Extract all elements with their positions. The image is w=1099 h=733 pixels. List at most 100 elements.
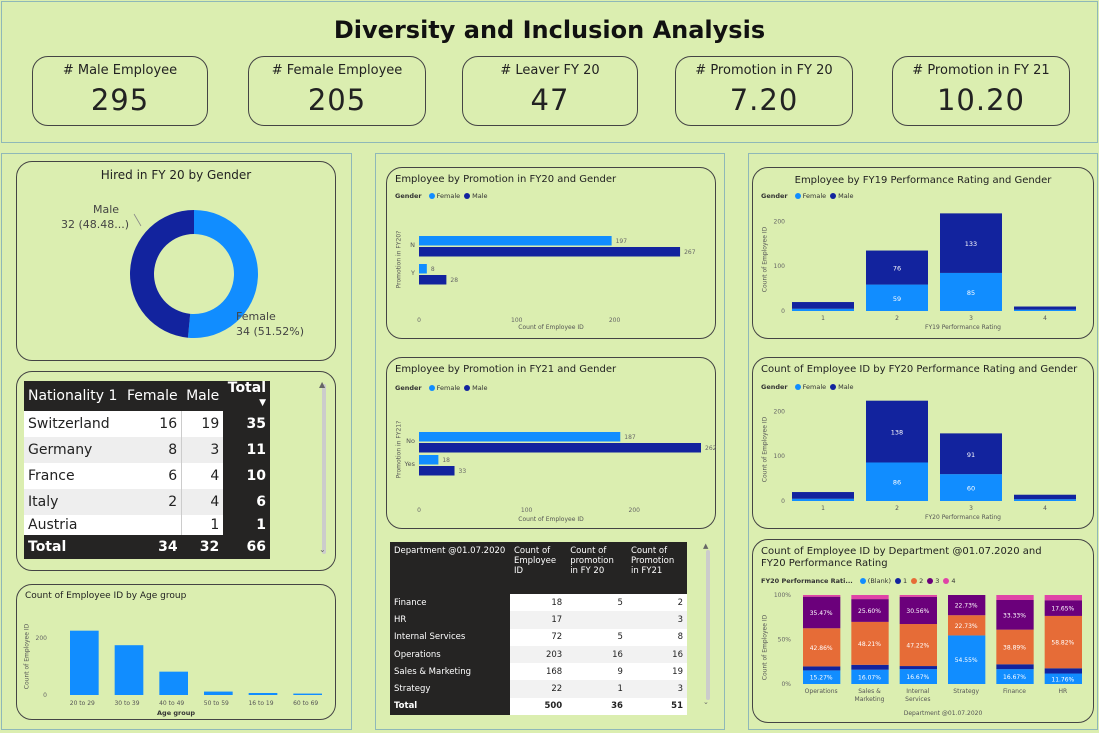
data-label: 86 <box>893 479 901 487</box>
nationality-card: Nationality 1 Female Male Total ▼ Switzer… <box>16 371 336 571</box>
hired-by-gender-card[interactable]: Hired in FY 20 by Gender Male 32 (48.48.… <box>16 161 336 361</box>
scroll-up-icon[interactable]: ▲ <box>703 542 709 550</box>
bar-segment-rating-2 <box>1044 615 1082 669</box>
table-row[interactable]: Italy 2 4 6 <box>24 489 270 515</box>
data-label: 33.33% <box>1003 612 1026 619</box>
bar-segment-rating-3 <box>803 596 841 629</box>
x-tick-label: 0 <box>417 317 421 324</box>
table-row[interactable]: Operations 203 16 16 <box>390 645 687 664</box>
y-tick-label: 0 <box>781 498 785 505</box>
table-row[interactable]: Germany 8 3 11 <box>24 437 270 463</box>
bar-segment-rating-blank <box>948 635 986 684</box>
scroll-down-icon[interactable]: ⌄ <box>703 698 709 706</box>
bar-male <box>419 443 701 453</box>
promo-fy21-bar-chart: No 187 262 Yes 18 33 0 100 200 <box>404 432 717 514</box>
col-header-female[interactable]: Female <box>127 388 178 404</box>
x-tick-label: 200 <box>629 507 641 514</box>
table-row[interactable]: Finance 18 5 2 <box>390 594 687 612</box>
data-label: 76 <box>893 265 901 273</box>
right-column-panel <box>748 153 1098 730</box>
bar-segment-rating-1 <box>1044 668 1082 674</box>
y-tick-label: 200 <box>36 635 48 642</box>
x-axis-title: FY20 Performance Rating <box>925 514 1001 521</box>
legend-male-label: Male <box>472 192 488 200</box>
y-tick-label: N <box>410 241 415 249</box>
bar-segment-rating-2 <box>803 628 841 667</box>
data-label: 16.67% <box>906 674 929 681</box>
col-header-male[interactable]: Male <box>186 388 220 404</box>
kpi-leaver-fy20[interactable]: # Leaver FY 20 47 <box>462 56 638 126</box>
kpi-promotion-fy21[interactable]: # Promotion in FY 21 10.20 <box>892 56 1070 126</box>
fy20-stacked-bar-chart: 0 100 200 1 86 138 2 60 91 3 4 <box>774 400 1076 512</box>
department-table[interactable]: Department @01.07.2020 Count of Employee… <box>390 542 687 716</box>
legend-male-icon <box>464 193 471 199</box>
col-header-promo-fy21[interactable]: Count of Promotion in FY21 <box>630 546 675 576</box>
legend: FY20 Performance Rati... (Blank) 1 2 3 4 <box>761 577 956 585</box>
age-bar <box>248 693 278 695</box>
bar-segment-rating-blank <box>803 670 841 684</box>
total-total: 66 <box>246 539 266 555</box>
legend-male-label: Male <box>838 192 854 200</box>
table-row[interactable]: Internal Services 72 5 8 <box>390 628 687 646</box>
legend: Gender Female Male <box>395 384 488 392</box>
scroll-up-icon[interactable]: ▲ <box>319 380 326 389</box>
scroll-down-icon[interactable]: ⌄ <box>319 545 326 554</box>
col-header-count[interactable]: Count of Employee ID <box>514 546 557 576</box>
total-count: 10 <box>223 463 270 489</box>
fy19-rating-card[interactable]: Employee by FY19 Performance Rating and … <box>752 167 1094 339</box>
vertical-scrollbar[interactable] <box>322 384 326 554</box>
kpi-value: 10.20 <box>936 83 1026 117</box>
employee-count: 17 <box>510 611 567 629</box>
kpi-label: # Leaver FY 20 <box>500 63 600 78</box>
bar-segment-male <box>792 302 854 309</box>
promo-fy20-count: 16 <box>566 645 627 664</box>
bar-segment-rating-2 <box>851 621 889 665</box>
bar-female <box>419 264 427 274</box>
bar-segment-rating-blank <box>1044 673 1082 684</box>
col-header-nationality[interactable]: Nationality 1 <box>28 388 118 404</box>
data-label: 18 <box>442 457 450 464</box>
table-row[interactable]: Sales & Marketing 168 9 19 <box>390 663 687 681</box>
kpi-male-employee[interactable]: # Male Employee 295 <box>32 56 208 126</box>
department-name: Internal Services <box>390 628 510 646</box>
department-name: Finance <box>390 594 510 612</box>
x-tick-label: 4 <box>1043 505 1047 512</box>
table-row[interactable]: Switzerland 16 19 35 <box>24 411 270 437</box>
kpi-promotion-fy20[interactable]: # Promotion in FY 20 7.20 <box>675 56 853 126</box>
data-label: 42.86% <box>810 645 833 652</box>
bar-segment-female <box>1014 309 1076 311</box>
promo-fy20-count: 5 <box>566 594 627 612</box>
vertical-scrollbar[interactable] <box>706 550 710 700</box>
col-header-department[interactable]: Department @01.07.2020 <box>394 546 506 556</box>
total-label: Total <box>28 539 67 555</box>
total-count: 500 <box>510 697 567 716</box>
female-count: 2 <box>122 489 183 515</box>
data-label: 22.73% <box>955 623 978 630</box>
promo-fy21-card[interactable]: Employee by Promotion in FY21 and Gender… <box>386 357 717 529</box>
col-header-promo-fy20[interactable]: Count of promotion in FY 20 <box>570 546 614 576</box>
table-row[interactable]: Austria 1 1 <box>24 515 270 535</box>
legend-female-icon <box>794 384 801 390</box>
table-row[interactable]: HR 17 3 <box>390 611 687 629</box>
table-row[interactable]: France 6 4 10 <box>24 463 270 489</box>
kpi-female-employee[interactable]: # Female Employee 205 <box>248 56 426 126</box>
kpi-value: 7.20 <box>729 83 799 117</box>
donut-slice-male <box>129 210 194 338</box>
total-female: 34 <box>158 539 178 555</box>
legend-1-label: 1 <box>903 577 908 585</box>
nationality-table[interactable]: Nationality 1 Female Male Total ▼ Switzer… <box>24 381 270 559</box>
table-row[interactable]: Strategy 22 1 3 <box>390 680 687 698</box>
middle-column-panel <box>375 153 725 730</box>
col-header-total[interactable]: Total ▼ <box>223 381 270 411</box>
legend-title: Gender <box>761 383 788 391</box>
x-tick-label: Operations <box>805 688 838 695</box>
promo-fy20-card[interactable]: Employee by Promotion in FY20 and Gender… <box>386 167 716 339</box>
promo-fy20-count: 5 <box>566 628 627 646</box>
legend-female-label: Female <box>802 192 827 200</box>
age-group-card[interactable]: Count of Employee ID by Age group Count … <box>16 584 336 720</box>
dept-performance-card[interactable]: Count of Employee ID by Department @01.0… <box>752 539 1094 723</box>
total-promo-fy21: 51 <box>626 697 687 716</box>
fy20-rating-card[interactable]: Count of Employee ID by FY20 Performance… <box>752 357 1094 529</box>
bar-segment-female <box>1014 499 1076 501</box>
donut-male-label: Male <box>93 203 120 216</box>
